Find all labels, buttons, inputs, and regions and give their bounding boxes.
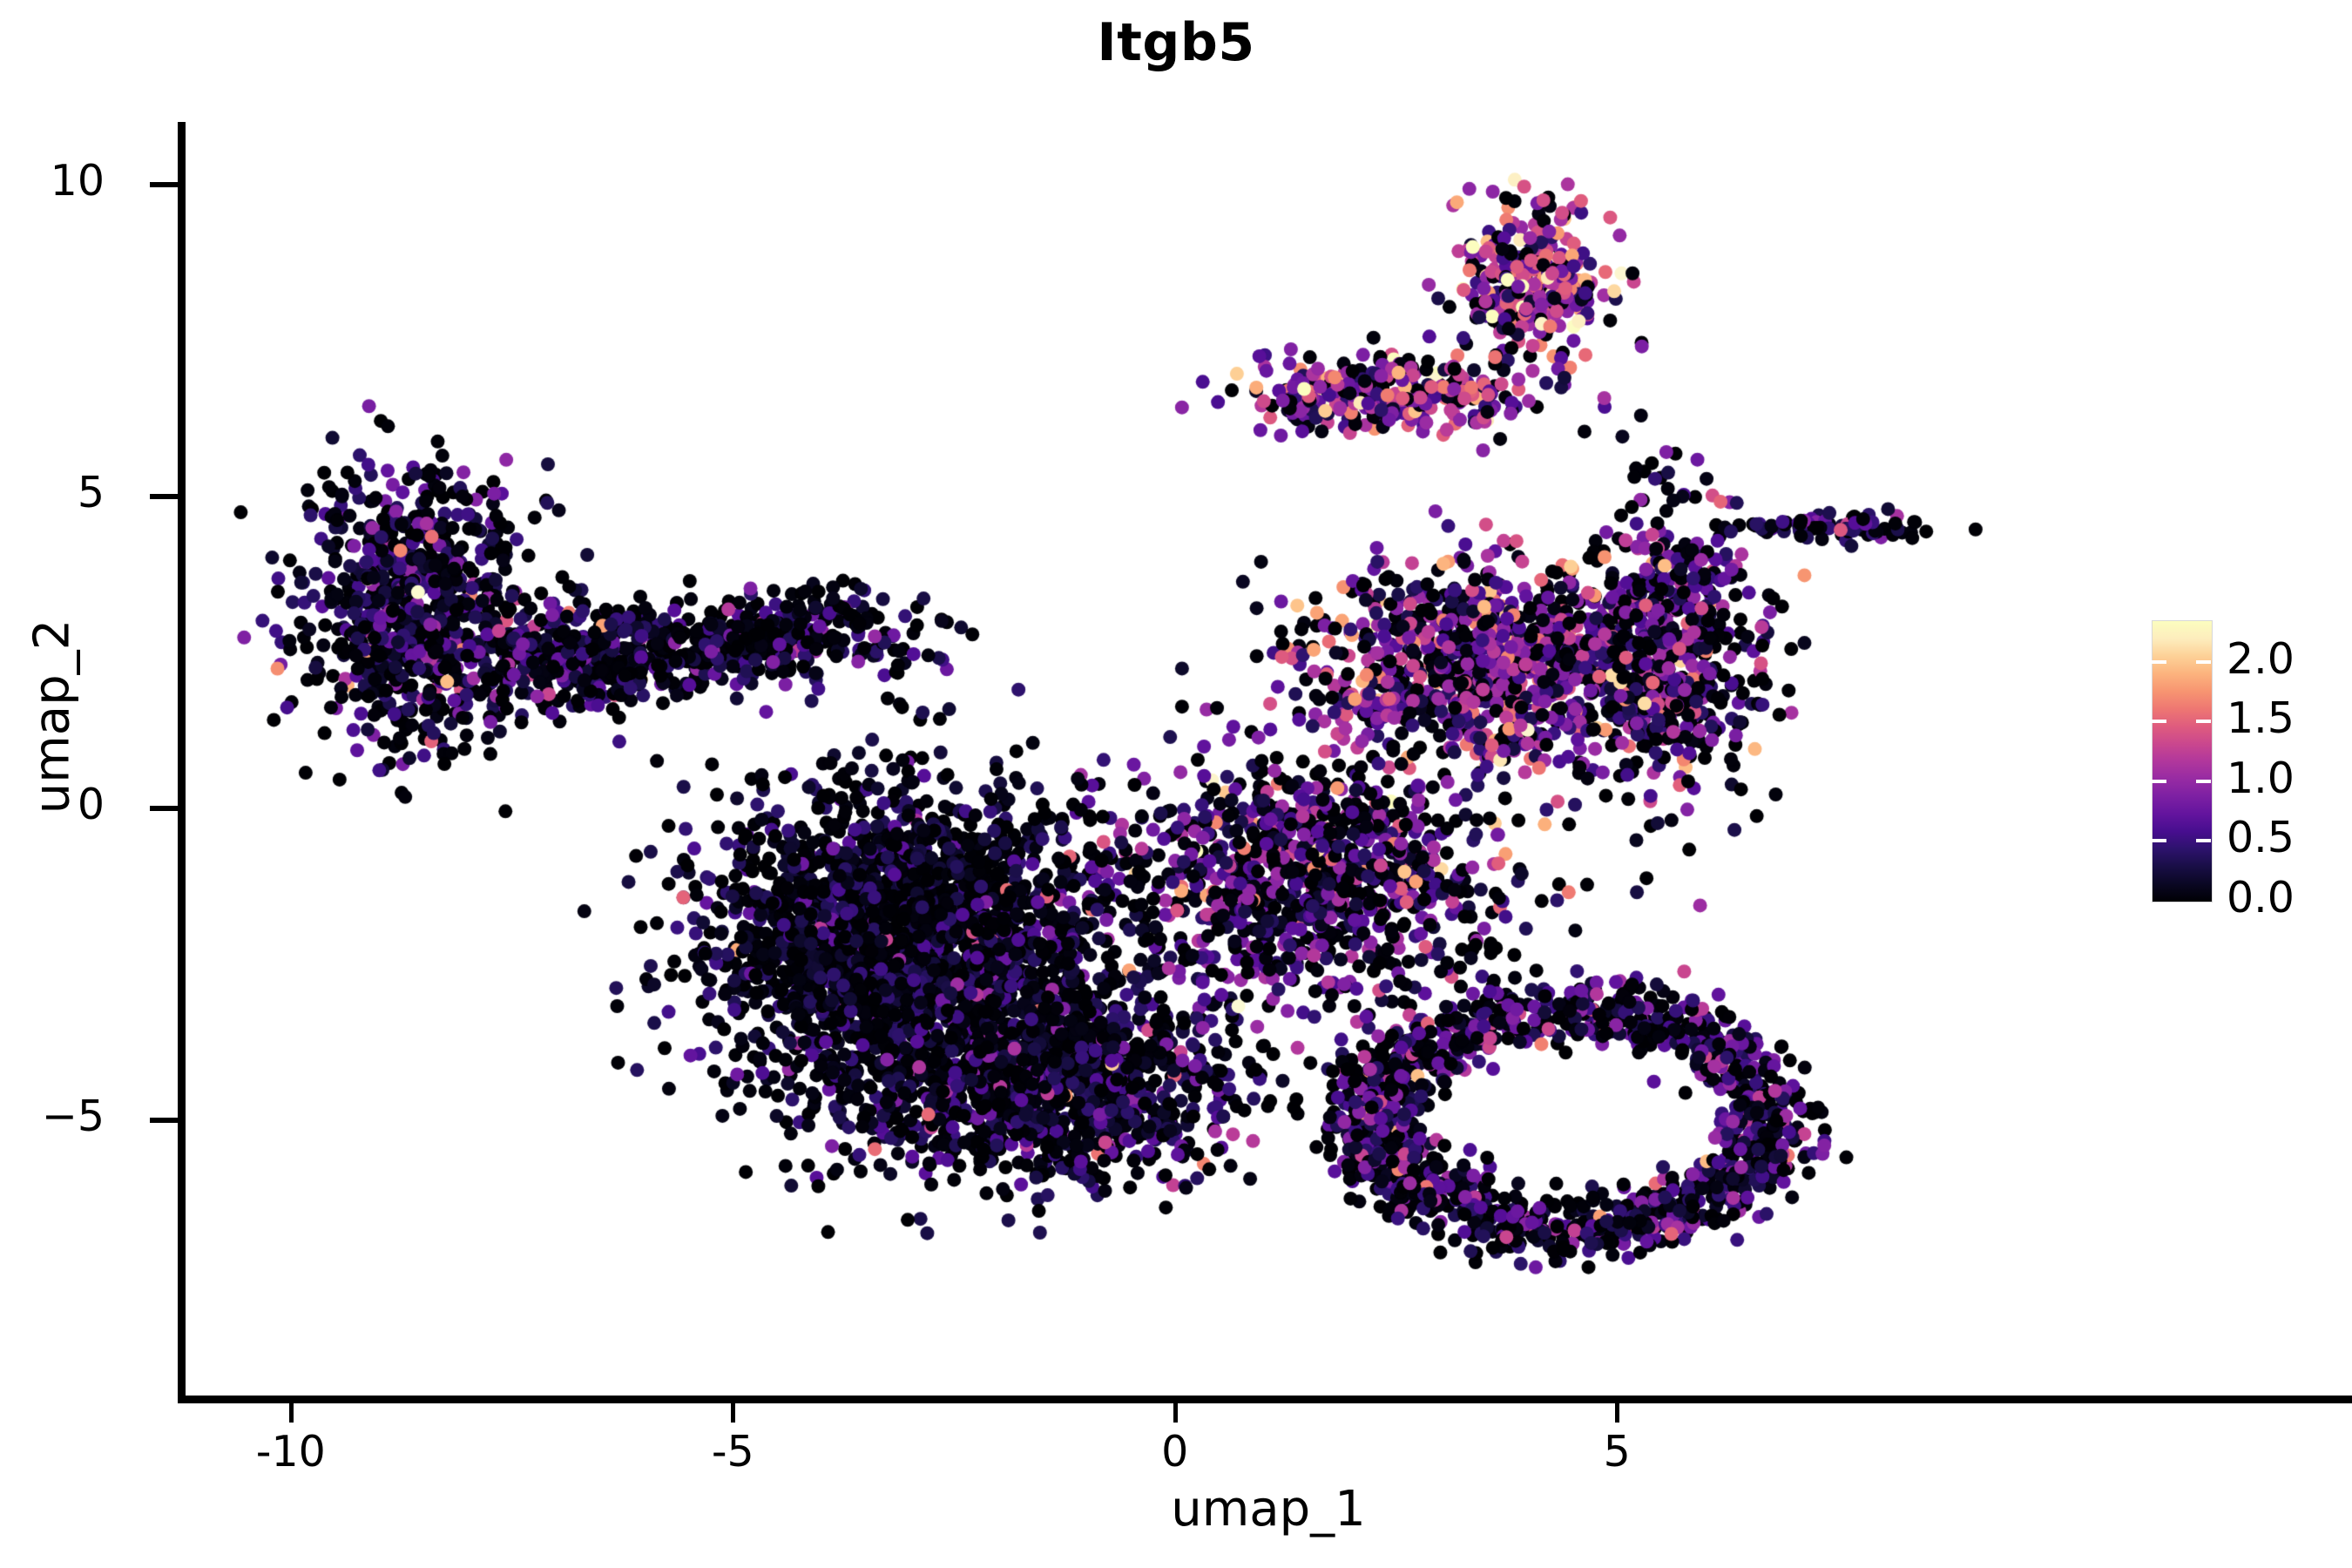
- x-tick-label: 0: [1161, 1427, 1189, 1477]
- colorbar-tick-label: 1.5: [2227, 693, 2295, 744]
- colorbar-tick-mark: [2152, 720, 2166, 724]
- y-tick-label: 10: [50, 155, 105, 206]
- colorbar-tick-mark: [2152, 839, 2166, 843]
- y-axis-line: [178, 122, 186, 1403]
- y-axis-label: umap_2: [24, 618, 81, 814]
- colorbar-tick-label: 0.0: [2227, 873, 2295, 923]
- colorbar-tick-mark: [2196, 779, 2211, 783]
- y-tick-label: 5: [77, 467, 105, 517]
- chart-title: Itgb5: [1097, 12, 1255, 73]
- x-tick-mark: [1173, 1403, 1178, 1423]
- plot-area: [185, 122, 2015, 1401]
- y-tick-mark: [150, 181, 179, 187]
- y-tick-label: −5: [41, 1091, 105, 1141]
- y-tick-label: 0: [77, 779, 105, 829]
- x-tick-mark: [288, 1403, 294, 1423]
- colorbar-tick-mark: [2196, 839, 2211, 843]
- x-axis-line: [185, 1396, 2352, 1403]
- colorbar-tick-label: 2.0: [2227, 633, 2295, 684]
- colorbar-tick-mark: [2152, 779, 2166, 783]
- colorbar-gradient: [2152, 620, 2213, 902]
- colorbar-tick-label: 0.5: [2227, 813, 2295, 863]
- colorbar-tick-label: 1.0: [2227, 753, 2295, 803]
- y-tick-mark: [150, 805, 179, 811]
- x-tick-label: 5: [1603, 1427, 1631, 1477]
- x-tick-mark: [731, 1403, 736, 1423]
- x-tick-label: -10: [255, 1427, 326, 1477]
- y-tick-mark: [150, 493, 179, 499]
- colorbar-tick-mark: [2152, 659, 2166, 664]
- x-tick-label: -5: [711, 1427, 754, 1477]
- x-tick-mark: [1615, 1403, 1620, 1423]
- y-tick-mark: [150, 1117, 179, 1123]
- colorbar-tick-mark: [2196, 720, 2211, 724]
- colorbar-legend: 2.0 1.5 1.0 0.5 0.0: [2152, 620, 2352, 923]
- x-axis-label: umap_1: [1171, 1481, 1366, 1538]
- scatter-plot-canvas: [185, 122, 2015, 1401]
- colorbar-tick-mark: [2196, 659, 2211, 664]
